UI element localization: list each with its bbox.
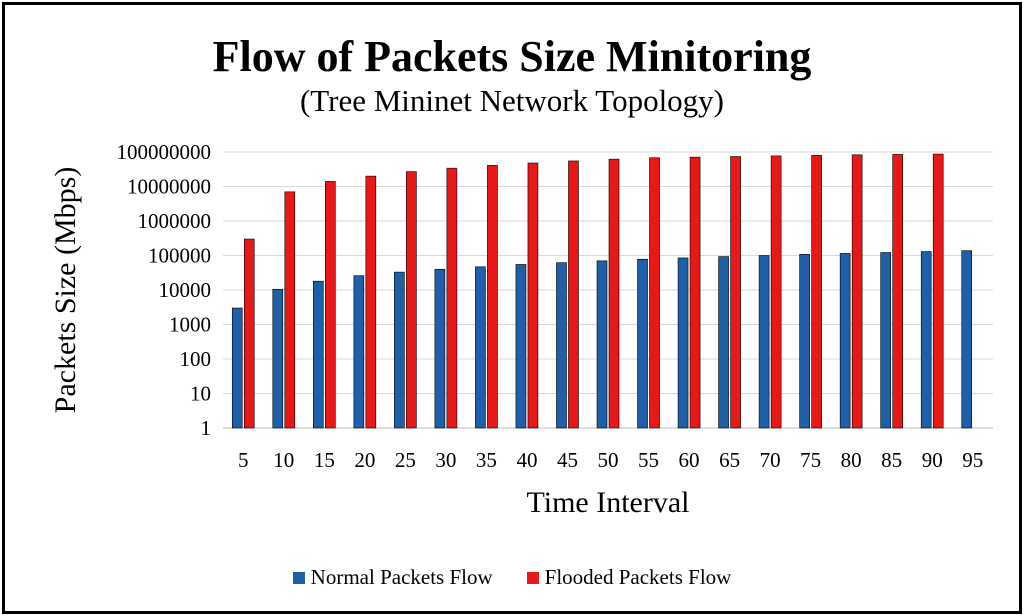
chart-plot: 1 10 100 1000 10000 100000 1000000 10000000 1000…	[49, 140, 993, 519]
y-tick-label: 100000	[148, 244, 211, 268]
legend-label-normal: Normal Packets Flow	[310, 565, 493, 589]
x-tick-label: 70	[760, 448, 781, 472]
x-tick-label: 25	[395, 448, 416, 472]
bar-normal	[475, 266, 486, 429]
bar-flooded	[649, 157, 660, 429]
y-tick-label: 10000000	[127, 175, 211, 199]
x-tick-label: 90	[922, 448, 943, 472]
x-tick-label: 65	[719, 448, 740, 472]
y-tick-label: 100000000	[117, 140, 212, 164]
x-tick-label: 30	[435, 448, 456, 472]
y-tick-label: 1000	[169, 313, 211, 337]
bar-flooded	[446, 167, 458, 429]
bar-flooded	[608, 158, 620, 429]
bar-normal	[920, 251, 932, 429]
y-tick-label: 100	[180, 347, 212, 371]
x-tick-label: 20	[354, 448, 375, 472]
bar-normal	[961, 250, 973, 429]
bar-normal	[677, 257, 689, 429]
bar-flooded	[487, 165, 498, 429]
legend-label-flooded: Flooded Packets Flow	[544, 565, 732, 589]
bar-flooded	[365, 175, 377, 429]
x-tick-label: 40	[516, 448, 537, 472]
bar-normal	[394, 271, 405, 429]
x-tick-label: 80	[841, 448, 862, 472]
bar-flooded	[892, 154, 903, 429]
y-tick-label: 1000000	[138, 209, 212, 233]
bar-flooded	[811, 155, 822, 429]
legend-item-normal: Normal Packets Flow	[292, 565, 493, 590]
chart-title: Flow of Packets Size Minitoring	[212, 32, 812, 81]
x-tick-label: 10	[273, 448, 294, 472]
bar-normal	[718, 256, 729, 429]
bar-normal	[758, 255, 770, 429]
bar-flooded	[284, 191, 296, 429]
x-tick-label: 50	[598, 448, 619, 472]
bar-normal	[880, 252, 891, 429]
bar-normal	[556, 262, 567, 429]
bar-flooded	[932, 153, 944, 429]
bar-flooded	[568, 160, 579, 429]
bar-normal	[272, 288, 284, 429]
bar-flooded	[406, 171, 417, 429]
y-tick-label: 10	[190, 382, 211, 406]
x-tick-label: 85	[881, 448, 902, 472]
chart-subtitle: (Tree Mininet Network Topology)	[299, 83, 725, 118]
x-tick-label: 55	[638, 448, 659, 472]
bar-normal	[637, 258, 648, 429]
x-tick-label: 60	[679, 448, 700, 472]
bar-normal	[596, 260, 608, 429]
bar-flooded	[243, 238, 255, 429]
y-tick-label: 10000	[159, 278, 212, 302]
chart-legend: Normal Packets Flow Flooded Packets Flow	[5, 565, 1019, 590]
x-tick-label: 5	[238, 448, 249, 472]
bar-normal	[434, 268, 446, 429]
bar-flooded	[851, 154, 863, 429]
legend-swatch-normal	[292, 571, 305, 584]
x-tick-label: 35	[476, 448, 497, 472]
bar-flooded	[770, 155, 782, 429]
bar-flooded	[689, 156, 701, 429]
y-axis-title: Packets Size (Mbps)	[49, 167, 82, 414]
y-tick-label: 1	[201, 416, 212, 440]
bar-normal	[231, 307, 243, 429]
bar-normal	[839, 253, 851, 429]
bar-normal	[353, 275, 365, 429]
bar-normal	[313, 280, 324, 429]
bar-flooded	[325, 181, 336, 429]
x-tick-label: 15	[314, 448, 335, 472]
x-axis-title: Time Interval	[526, 486, 689, 519]
x-tick-label: 75	[800, 448, 821, 472]
bar-normal	[799, 254, 810, 429]
legend-swatch-flooded	[526, 571, 539, 584]
x-tick-label: 95	[962, 448, 983, 472]
bar-flooded	[527, 162, 539, 429]
bar-flooded	[730, 156, 741, 429]
bar-normal	[515, 264, 527, 429]
x-tick-label: 45	[557, 448, 578, 472]
legend-item-flooded: Flooded Packets Flow	[526, 565, 732, 590]
